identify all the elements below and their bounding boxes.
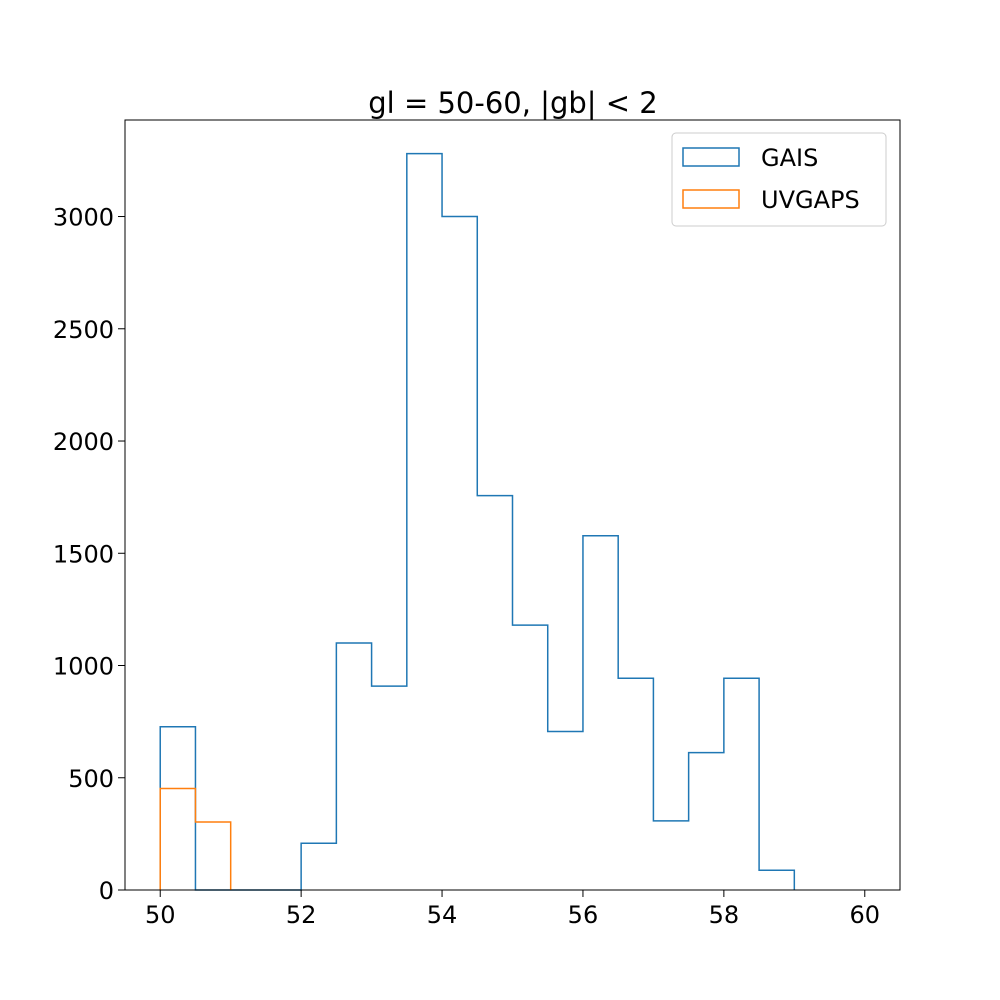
plot-frame: [124, 119, 901, 891]
legend-label-uvgaps: UVGAPS: [761, 186, 860, 214]
y-tick-label: 1500: [53, 540, 114, 568]
legend-swatch-gais: [682, 147, 740, 167]
x-tick-label: 58: [709, 901, 740, 929]
histogram-series-uvgaps: [159, 787, 232, 890]
y-tick-label: 0: [99, 877, 114, 905]
y-tick-label: 1000: [53, 653, 114, 681]
legend-label-gais: GAIS: [761, 144, 818, 172]
legend-swatch-uvgaps: [682, 189, 740, 209]
y-tick-label: 500: [68, 765, 114, 793]
y-tick-label: 2000: [53, 428, 114, 456]
y-tick-label: 3000: [53, 204, 114, 232]
x-axis: 50 52 54 56 58 60: [145, 890, 880, 929]
y-tick-label: 2500: [53, 316, 114, 344]
legend-box: [671, 132, 887, 227]
x-tick-label: 52: [286, 901, 317, 929]
legend: GAIS UVGAPS: [671, 132, 887, 227]
chart-title: gl = 50-60, |gb| < 2: [368, 86, 657, 120]
x-tick-label: 56: [568, 901, 599, 929]
y-axis: 0 500 1000 1500 2000 2500 3000: [53, 204, 125, 905]
x-tick-label: 54: [427, 901, 458, 929]
x-tick-label: 50: [145, 901, 176, 929]
x-tick-label: 60: [849, 901, 880, 929]
